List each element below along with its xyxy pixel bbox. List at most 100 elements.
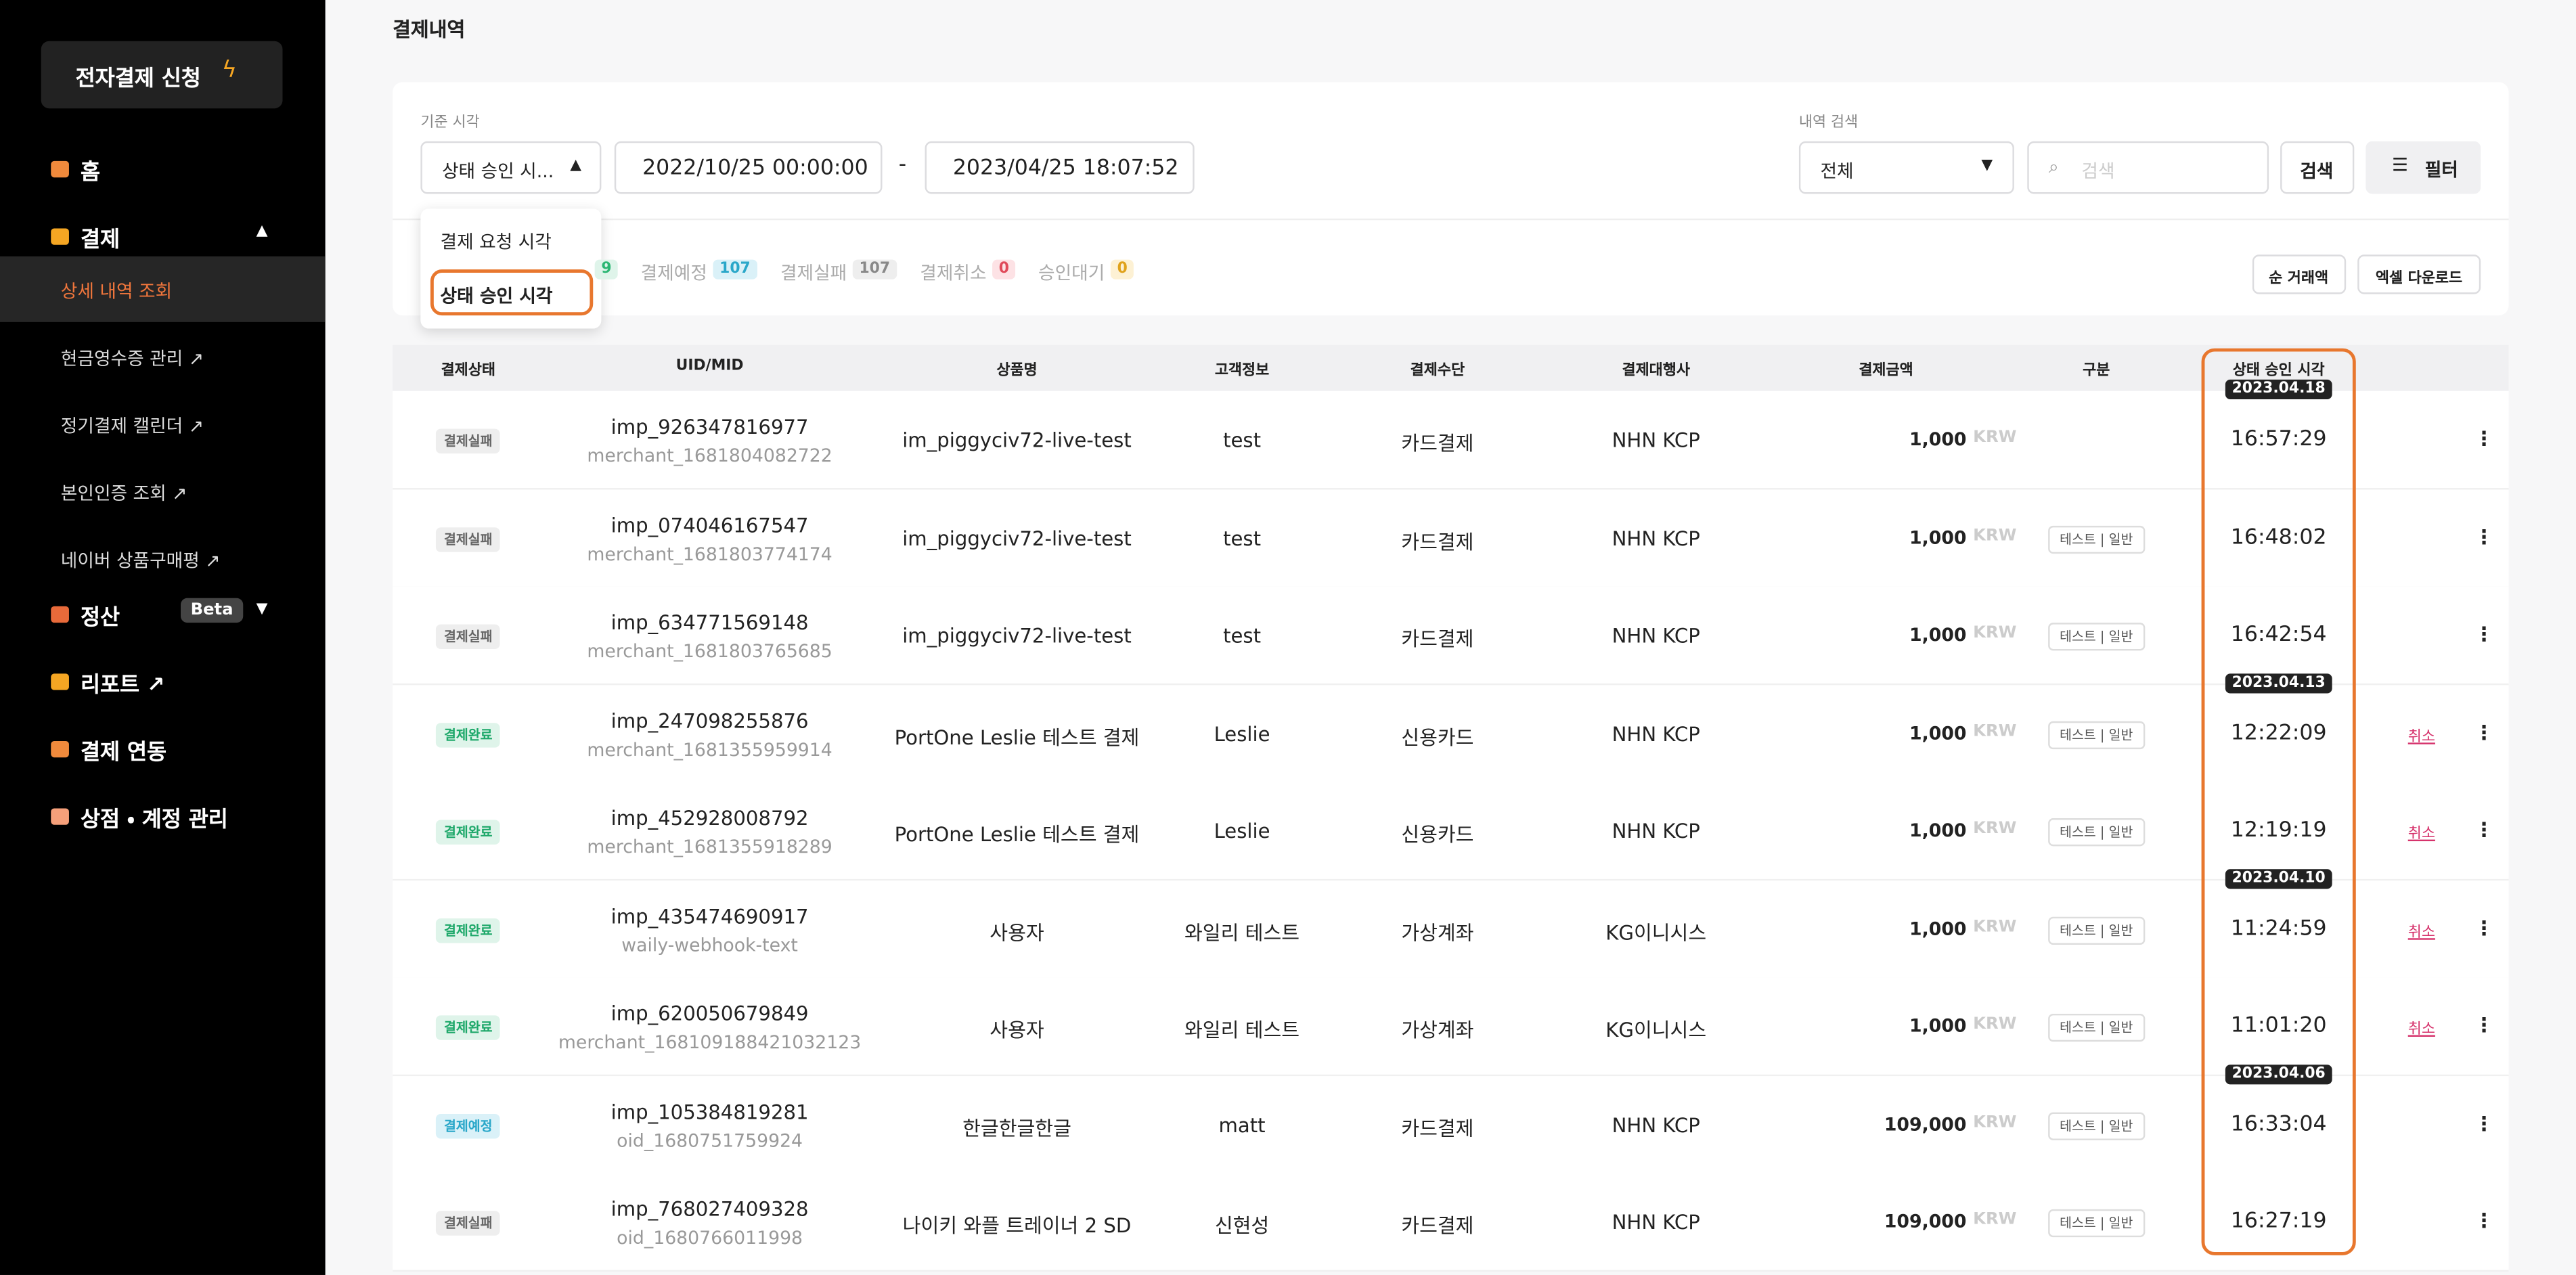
time: 11:01:20 bbox=[2230, 1013, 2327, 1039]
time: 11:24:59 bbox=[2230, 916, 2327, 941]
column-header: 결제상태 bbox=[441, 363, 495, 380]
cancel-link[interactable]: 취소 bbox=[2407, 728, 2435, 746]
filter-button[interactable]: ☰ 필터 bbox=[2366, 141, 2481, 194]
search-select[interactable]: 전체 ▼ bbox=[1798, 141, 2014, 194]
apply-label: 전자결제 신청 bbox=[75, 67, 201, 92]
dropdown: 결제 요청 시각 상태 승인 시각 bbox=[420, 208, 602, 329]
cancel-link[interactable]: 취소 bbox=[2407, 924, 2435, 941]
customer: Leslie bbox=[1214, 722, 1270, 746]
search-input[interactable]: ⌕ 검색 bbox=[2027, 141, 2269, 194]
row bbox=[393, 977, 2509, 1077]
time: 16:27:19 bbox=[2230, 1209, 2327, 1234]
tab[interactable]: 승인대기 bbox=[1038, 263, 1105, 285]
more-menu[interactable]: ⋮ bbox=[2474, 1111, 2494, 1135]
label: 내역 검색 bbox=[1798, 114, 1859, 132]
product: im_piggyciv72-live-test bbox=[902, 428, 1132, 452]
button-text: 엑셀 다운로드 bbox=[2375, 271, 2463, 288]
kind-badge: 테스트 | 일반 bbox=[2048, 524, 2145, 553]
method: 가상계좌 bbox=[1401, 920, 1474, 944]
menu-item[interactable]: 정산 bbox=[80, 606, 120, 631]
currency: KRW bbox=[1973, 820, 2017, 838]
amount: 109,000 bbox=[1884, 1113, 1967, 1135]
submenu-item[interactable]: 상세 내역 조회 bbox=[60, 281, 173, 303]
cancel-link[interactable]: 취소 bbox=[2407, 1022, 2435, 1039]
time-select[interactable]: 상태 승인 시... ▲ bbox=[420, 141, 602, 194]
tab[interactable]: 결제취소 bbox=[920, 263, 987, 285]
amount: 1,000 bbox=[1909, 722, 1967, 744]
time: 12:19:19 bbox=[2230, 818, 2327, 843]
customer: 와일리 테스트 bbox=[1184, 920, 1300, 944]
pg: NHN KCP bbox=[1612, 527, 1700, 550]
column-header: 상태 승인 시각 bbox=[2232, 363, 2325, 380]
button-text: 순 거래액 bbox=[2269, 271, 2329, 288]
search-button[interactable]: 검색 bbox=[2280, 141, 2355, 194]
placeholder: 검색 bbox=[2081, 160, 2115, 183]
row bbox=[393, 489, 2509, 587]
action-button[interactable]: 엑셀 다운로드 bbox=[2357, 254, 2481, 294]
more-menu[interactable]: ⋮ bbox=[2474, 1013, 2494, 1037]
column-header: 결제금액 bbox=[1859, 363, 1913, 380]
customer: 신현성 bbox=[1214, 1214, 1270, 1238]
tab[interactable]: 결제예정 bbox=[640, 263, 707, 285]
status-badge: 결제실패 bbox=[435, 527, 501, 552]
pg: NHN KCP bbox=[1612, 1113, 1700, 1136]
tab[interactable]: 결제실패 bbox=[780, 263, 847, 285]
time: 16:48:02 bbox=[2230, 524, 2327, 550]
status-badge: 결제완료 bbox=[435, 820, 501, 845]
more-menu[interactable]: ⋮ bbox=[2474, 916, 2494, 939]
select-text: 상태 승인 시... bbox=[441, 160, 554, 183]
menu-item[interactable]: 결제 bbox=[80, 228, 120, 253]
filter-card bbox=[393, 82, 2509, 316]
kind-badge: 테스트 | 일반 bbox=[2048, 916, 2145, 944]
cancel-link[interactable]: 취소 bbox=[2407, 826, 2435, 843]
status-badge: 결제완료 bbox=[435, 722, 501, 747]
apply-button[interactable]: 전자결제 신청 ϟ bbox=[41, 41, 283, 109]
divider bbox=[393, 218, 2509, 221]
submenu-item[interactable]: 정기결제 캘린더 ↗ bbox=[60, 416, 204, 437]
menu-icon bbox=[51, 160, 69, 178]
more-menu[interactable]: ⋮ bbox=[2474, 818, 2494, 842]
more-menu[interactable]: ⋮ bbox=[2474, 427, 2494, 451]
more-menu[interactable]: ⋮ bbox=[2474, 623, 2494, 646]
more-menu[interactable]: ⋮ bbox=[2474, 1209, 2494, 1232]
product: 사용자 bbox=[990, 920, 1044, 944]
select-text: 전체 bbox=[1820, 160, 1854, 183]
amount: 1,000 bbox=[1909, 428, 1967, 451]
menu-item[interactable]: 상점 ・ 계정 관리 bbox=[80, 808, 228, 833]
dropdown-item[interactable]: 상태 승인 시각 bbox=[440, 286, 553, 307]
uid: imp_926347816977 bbox=[610, 416, 809, 439]
menu-icon bbox=[51, 740, 69, 758]
separator: - bbox=[898, 152, 907, 178]
page-title: 결제내역 bbox=[393, 18, 466, 41]
submenu-item[interactable]: 현금영수증 관리 ↗ bbox=[60, 348, 204, 370]
status-badge: 결제완료 bbox=[435, 917, 501, 943]
amount: 1,000 bbox=[1909, 917, 1967, 939]
submenu-item[interactable]: 네이버 상품구매평 ↗ bbox=[60, 550, 221, 572]
mid: merchant_168109188421032123 bbox=[558, 1031, 862, 1054]
dropdown-item[interactable]: 결제 요청 시각 bbox=[440, 231, 552, 253]
product: im_piggyciv72-live-test bbox=[902, 624, 1132, 648]
customer: test bbox=[1223, 527, 1262, 550]
more-menu[interactable]: ⋮ bbox=[2474, 720, 2494, 744]
action-button[interactable]: 순 거래액 bbox=[2252, 254, 2347, 294]
pg: NHN KCP bbox=[1612, 428, 1700, 452]
menu-item[interactable]: 리포트 ↗ bbox=[80, 673, 165, 698]
more-menu[interactable]: ⋮ bbox=[2474, 524, 2494, 548]
submenu-item[interactable]: 본인인증 조회 ↗ bbox=[60, 483, 187, 505]
currency: KRW bbox=[1973, 722, 2017, 740]
customer: 와일리 테스트 bbox=[1184, 1019, 1300, 1042]
mid: merchant_1681355959914 bbox=[587, 738, 832, 760]
start-input[interactable]: 2022/10/25 00:00:00 bbox=[614, 141, 883, 194]
method: 카드결제 bbox=[1401, 529, 1474, 553]
mid: merchant_1681804082722 bbox=[587, 445, 832, 467]
row bbox=[393, 782, 2509, 881]
label: 기준 시각 bbox=[420, 114, 480, 132]
method: 카드결제 bbox=[1401, 627, 1474, 651]
customer: matt bbox=[1218, 1113, 1266, 1136]
mid: merchant_1681355918289 bbox=[587, 836, 832, 858]
end-input[interactable]: 2023/04/25 18:07:52 bbox=[925, 141, 1195, 194]
date-badge: 2023.04.18 bbox=[2225, 379, 2332, 399]
menu-item[interactable]: 홈 bbox=[80, 160, 100, 186]
menu-item[interactable]: 결제 연동 bbox=[80, 740, 167, 766]
